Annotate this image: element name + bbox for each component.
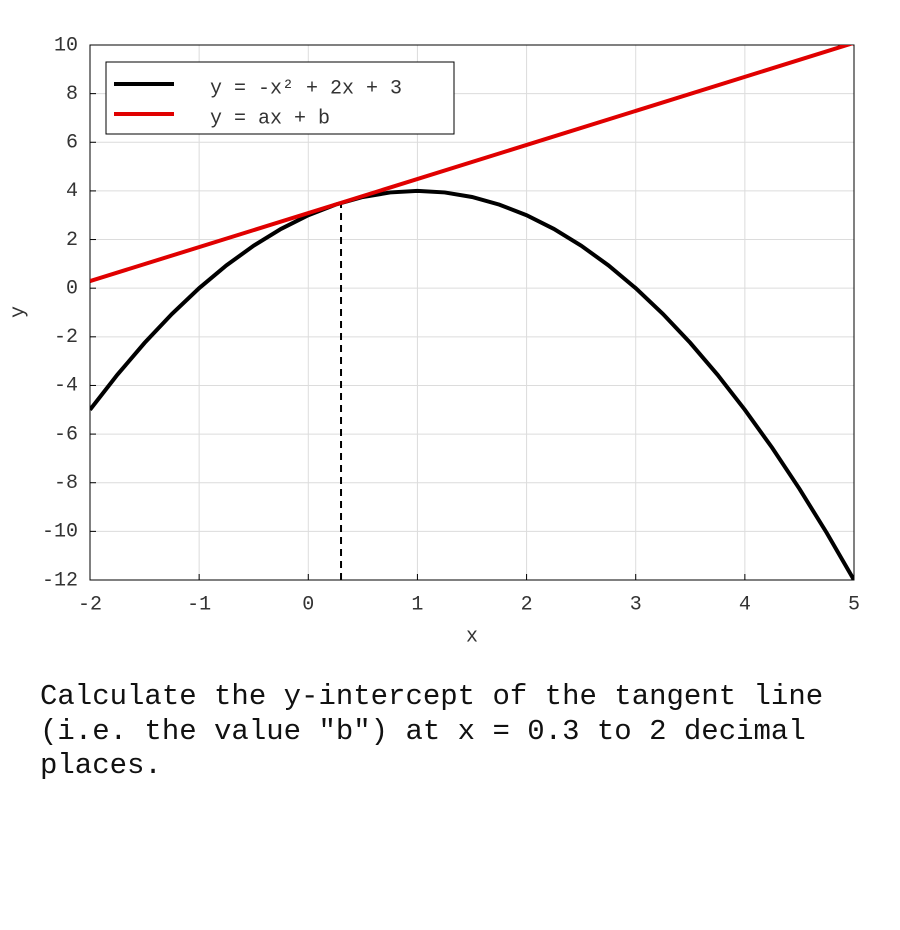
legend-label: y = -x² + 2x + 3 bbox=[210, 77, 402, 100]
y-tick-label: -6 bbox=[54, 423, 78, 446]
y-tick-label: 10 bbox=[54, 34, 78, 57]
y-tick-label: -2 bbox=[54, 326, 78, 349]
x-tick-label: 5 bbox=[848, 593, 860, 616]
y-tick-label: -12 bbox=[42, 569, 78, 592]
y-tick-label: -8 bbox=[54, 472, 78, 495]
x-tick-label: -2 bbox=[78, 593, 102, 616]
x-tick-label: 4 bbox=[739, 593, 751, 616]
y-tick-label: -4 bbox=[54, 375, 78, 398]
x-tick-label: 3 bbox=[630, 593, 642, 616]
y-tick-label: 0 bbox=[66, 277, 78, 300]
legend-label: y = ax + b bbox=[210, 107, 330, 130]
plot-area bbox=[90, 45, 854, 580]
x-tick-label: -1 bbox=[187, 593, 211, 616]
x-tick-label: 0 bbox=[302, 593, 314, 616]
y-axis-label: y bbox=[7, 306, 30, 318]
plot-frame bbox=[89, 44, 855, 581]
y-tick-label: -10 bbox=[42, 521, 78, 544]
y-tick-label: 2 bbox=[66, 229, 78, 252]
y-tick-label: 8 bbox=[66, 83, 78, 106]
y-tick-label: 6 bbox=[66, 132, 78, 155]
series-line bbox=[90, 188, 854, 580]
question-text: Calculate the y-intercept of the tangent… bbox=[40, 680, 824, 782]
series-line bbox=[90, 45, 854, 284]
x-axis-label: x bbox=[466, 625, 478, 648]
x-tick-label: 1 bbox=[411, 593, 423, 616]
legend-box bbox=[105, 61, 455, 135]
x-tick-label: 2 bbox=[521, 593, 533, 616]
y-tick-label: 4 bbox=[66, 180, 78, 203]
